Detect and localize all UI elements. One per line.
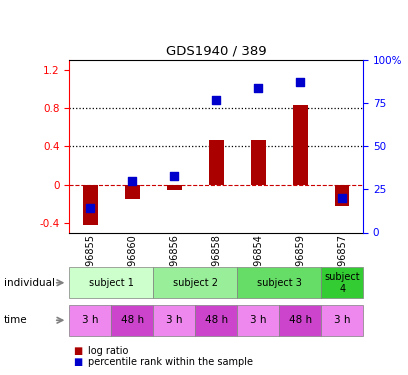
Text: percentile rank within the sample: percentile rank within the sample <box>88 357 253 367</box>
Text: ■: ■ <box>73 357 83 367</box>
Text: 48 h: 48 h <box>205 315 228 325</box>
Text: individual: individual <box>4 278 55 288</box>
Bar <box>251 140 266 184</box>
Bar <box>335 184 350 206</box>
Bar <box>209 141 224 184</box>
Bar <box>125 184 140 199</box>
Text: subject 3: subject 3 <box>257 278 302 288</box>
Text: subject 2: subject 2 <box>173 278 218 288</box>
Bar <box>293 105 308 184</box>
Text: subject 1: subject 1 <box>89 278 134 288</box>
Text: 48 h: 48 h <box>121 315 144 325</box>
Text: 3 h: 3 h <box>82 315 99 325</box>
Point <box>297 80 304 86</box>
Text: 3 h: 3 h <box>166 315 182 325</box>
Text: 48 h: 48 h <box>288 315 312 325</box>
Text: 3 h: 3 h <box>250 315 266 325</box>
Point <box>339 195 346 201</box>
Bar <box>83 184 98 225</box>
Text: 3 h: 3 h <box>334 315 350 325</box>
Title: GDS1940 / 389: GDS1940 / 389 <box>166 45 266 57</box>
Point <box>213 97 220 103</box>
Bar <box>167 184 182 190</box>
Text: ■: ■ <box>73 346 83 356</box>
Point <box>171 172 177 178</box>
Point <box>87 206 93 212</box>
Text: log ratio: log ratio <box>88 346 128 356</box>
Text: subject
4: subject 4 <box>324 272 360 294</box>
Point <box>255 85 262 91</box>
Point <box>129 178 135 184</box>
Text: time: time <box>4 315 28 325</box>
